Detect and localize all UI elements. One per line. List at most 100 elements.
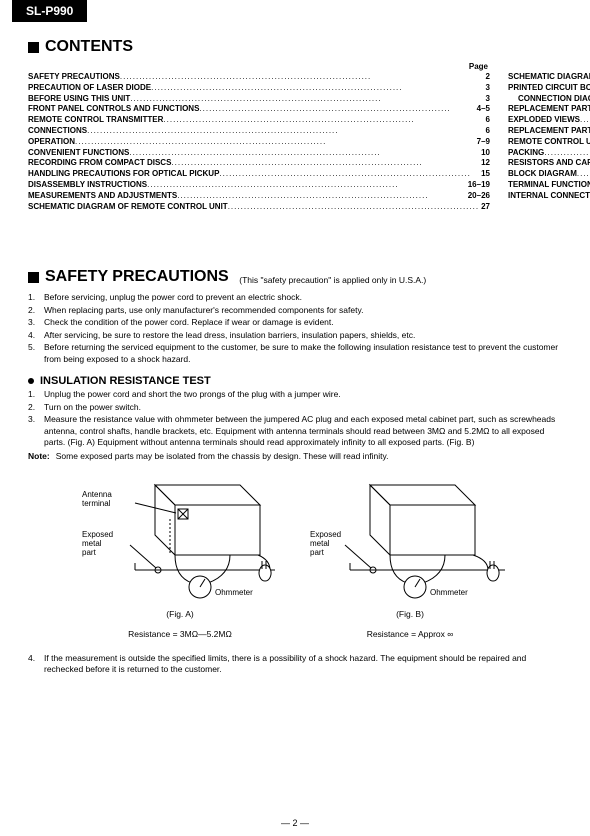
toc-title: OPERATION bbox=[28, 137, 75, 148]
safety-list: 1.Before servicing, unplug the power cor… bbox=[28, 292, 562, 365]
toc-dots bbox=[87, 126, 483, 137]
list-text: Before returning the serviced equipment … bbox=[44, 342, 562, 365]
toc-title: TERMINAL FUNCTION OF LSI bbox=[508, 180, 590, 191]
safety-title: SAFETY PRECAUTIONS bbox=[45, 268, 229, 286]
toc-page: 6 bbox=[484, 115, 490, 126]
toc-dots bbox=[151, 83, 483, 94]
list-text: After servicing, be sure to restore the … bbox=[44, 330, 562, 341]
svg-text:part: part bbox=[310, 548, 325, 557]
square-bullet-icon bbox=[28, 272, 39, 283]
toc-title: CONNECTION DIAGRAM bbox=[518, 94, 590, 105]
after-num: 4. bbox=[28, 653, 40, 676]
figure-b-svg: Exposed metal part Ohmmeter bbox=[310, 475, 510, 605]
toc-row: REPLACEMENT PARTS LIST (Electric parts)3… bbox=[508, 104, 590, 115]
toc-dots bbox=[228, 202, 479, 213]
toc-page-header: Page bbox=[508, 62, 590, 71]
toc-row: SCHEMATIC DIAGRAM OF REMOTE CONTROL UNIT… bbox=[28, 202, 490, 213]
list-item: 5.Before returning the serviced equipmen… bbox=[28, 342, 562, 365]
toc-right: Page SCHEMATIC DIAGRAM28–34PRINTED CIRCU… bbox=[508, 62, 590, 212]
toc-row: CONNECTIONS6 bbox=[28, 126, 490, 137]
toc-row: INTERNAL CONNECTION OF FL58 bbox=[508, 191, 590, 202]
list-item: 2. When replacing parts, use only manufac… bbox=[28, 305, 562, 316]
toc-page: 12 bbox=[479, 158, 490, 169]
toc-title: RECORDING FROM COMPACT DISCS bbox=[28, 158, 171, 169]
toc-page: 16–19 bbox=[466, 180, 490, 191]
toc-row: REMOTE CONTROL UNIT PARTS45 bbox=[508, 137, 590, 148]
list-item: 2.Turn on the power switch. bbox=[28, 402, 562, 413]
toc-row: PRECAUTION OF LASER DIODE3 bbox=[28, 83, 490, 94]
note-text: Some exposed parts may be isolated from … bbox=[56, 451, 389, 461]
list-text: When replacing parts, use only manufactu… bbox=[44, 305, 562, 316]
toc-page-header: Page bbox=[28, 62, 490, 71]
svg-text:terminal: terminal bbox=[82, 499, 111, 508]
toc-dots bbox=[129, 148, 479, 159]
svg-text:metal: metal bbox=[310, 539, 330, 548]
toc-title: INTERNAL CONNECTION OF FL bbox=[508, 191, 590, 202]
safety-heading-row: SAFETY PRECAUTIONS (This "safety precaut… bbox=[28, 240, 562, 286]
list-text: Before servicing, unplug the power cord … bbox=[44, 292, 562, 303]
fig-b-caption: (Fig. B) bbox=[310, 609, 510, 619]
list-num: 3. bbox=[28, 414, 40, 448]
list-item: 4. After servicing, be sure to restore th… bbox=[28, 330, 562, 341]
toc-row: RECORDING FROM COMPACT DISCS 12 bbox=[28, 158, 490, 169]
toc-title: EXPLODED VIEWS bbox=[508, 115, 580, 126]
svg-text:Ohmmeter: Ohmmeter bbox=[430, 588, 468, 597]
toc-title: REMOTE CONTROL TRANSMITTER bbox=[28, 115, 163, 126]
toc-dots bbox=[75, 137, 475, 148]
toc-dots bbox=[580, 115, 590, 126]
toc-dots bbox=[177, 191, 466, 202]
toc-title: BLOCK DIAGRAM bbox=[508, 169, 577, 180]
list-text: Check the condition of the power cord. R… bbox=[44, 317, 562, 328]
figure-a-svg: Antenna terminal Exposed metal part Ohmm… bbox=[80, 475, 280, 605]
toc-dots bbox=[199, 104, 474, 115]
toc-row: REMOTE CONTROL TRANSMITTER 6 bbox=[28, 115, 490, 126]
toc-row: BLOCK DIAGRAM50–52 bbox=[508, 169, 590, 180]
toc-title: CONNECTIONS bbox=[28, 126, 87, 137]
toc-title: MEASUREMENTS AND ADJUSTMENTS bbox=[28, 191, 177, 202]
list-item: 1.Unplug the power cord and short the tw… bbox=[28, 389, 562, 400]
toc-row: CONNECTION DIAGRAM35–38 bbox=[508, 94, 590, 105]
toc-title: REMOTE CONTROL UNIT PARTS bbox=[508, 137, 590, 148]
toc-dots bbox=[163, 115, 483, 126]
toc-page: 15 bbox=[479, 169, 490, 180]
toc-title: CONVENIENT FUNCTIONS bbox=[28, 148, 129, 159]
toc-title: FRONT PANEL CONTROLS AND FUNCTIONS bbox=[28, 104, 199, 115]
model-badge: SL-P990 bbox=[12, 0, 87, 22]
list-num: 1. bbox=[28, 389, 40, 400]
toc-page: 2 bbox=[484, 72, 490, 83]
toc-page: 7–9 bbox=[475, 137, 490, 148]
insulation-title: INSULATION RESISTANCE TEST bbox=[40, 375, 211, 387]
safety-note: (This "safety precaution" is applied onl… bbox=[239, 275, 426, 285]
toc-row: HANDLING PRECAUTIONS FOR OPTICAL PICKUP1… bbox=[28, 169, 490, 180]
toc-page: 27 bbox=[479, 202, 490, 213]
toc-title: RESISTORS AND CAPACITORS bbox=[508, 158, 590, 169]
list-num: 2. bbox=[28, 305, 40, 316]
list-item: 1.Before servicing, unplug the power cor… bbox=[28, 292, 562, 303]
toc-title: PACKING bbox=[508, 148, 544, 159]
svg-text:Exposed: Exposed bbox=[310, 530, 341, 539]
list-num: 5. bbox=[28, 342, 40, 365]
toc-left: Page SAFETY PRECAUTIONS2PRECAUTION OF LA… bbox=[28, 62, 490, 212]
toc-dots bbox=[120, 72, 484, 83]
list-num: 4. bbox=[28, 330, 40, 341]
toc-dots bbox=[544, 148, 590, 159]
insulation-list: 1.Unplug the power cord and short the tw… bbox=[28, 389, 562, 448]
contents-columns: Page SAFETY PRECAUTIONS2PRECAUTION OF LA… bbox=[28, 62, 562, 212]
toc-row: PRINTED CIRCUIT BOARD AND bbox=[508, 83, 590, 94]
toc-row: EXPLODED VIEWS41–43 bbox=[508, 115, 590, 126]
toc-dots bbox=[130, 94, 483, 105]
contents-title: CONTENTS bbox=[45, 38, 133, 56]
toc-title: SAFETY PRECAUTIONS bbox=[28, 72, 120, 83]
toc-row: MEASUREMENTS AND ADJUSTMENTS20–26 bbox=[28, 191, 490, 202]
note-label: Note: bbox=[28, 451, 50, 461]
toc-row: SAFETY PRECAUTIONS 2 bbox=[28, 72, 490, 83]
square-bullet-icon bbox=[28, 42, 39, 53]
figure-a: Antenna terminal Exposed metal part Ohmm… bbox=[80, 475, 280, 639]
toc-row: RESISTORS AND CAPACITORS47–49 bbox=[508, 158, 590, 169]
toc-row: TERMINAL FUNCTION OF LSI53–57 bbox=[508, 180, 590, 191]
toc-title: PRECAUTION OF LASER DIODE bbox=[28, 83, 151, 94]
toc-row: DISASSEMBLY INSTRUCTIONS16–19 bbox=[28, 180, 490, 191]
toc-title: PRINTED CIRCUIT BOARD AND bbox=[508, 83, 590, 94]
dot-bullet-icon bbox=[28, 378, 34, 384]
toc-row: OPERATION 7–9 bbox=[28, 137, 490, 148]
